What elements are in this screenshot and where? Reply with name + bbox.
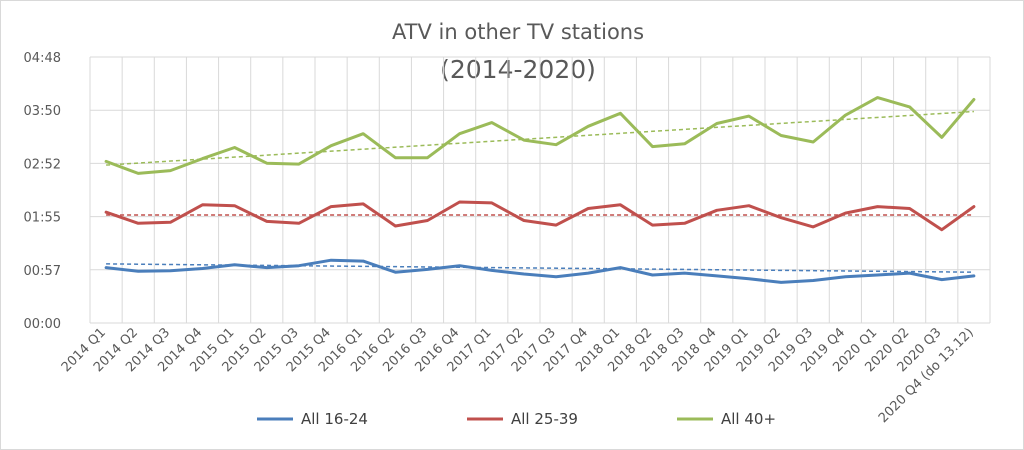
y-axis: 00:00 00:57 01:55 02:52 03:50 04:48 xyxy=(24,51,61,332)
trend-line xyxy=(106,110,974,166)
legend: All 16-24 All 25-39 All 40+ xyxy=(257,410,776,428)
series-layer xyxy=(104,96,976,284)
series-line xyxy=(104,258,976,284)
trend-layer xyxy=(106,110,974,273)
y-tick-label: 00:57 xyxy=(24,264,61,279)
legend-label: All 25-39 xyxy=(511,410,578,428)
series-line xyxy=(104,200,976,232)
chart-title: ATV in other TV stations xyxy=(392,20,644,44)
series-line xyxy=(104,96,976,175)
y-tick-label: 03:50 xyxy=(24,104,61,119)
y-tick-label: 02:52 xyxy=(24,157,61,172)
chart-subtitle: (2014-2020) xyxy=(440,55,596,84)
y-tick-label: 04:48 xyxy=(24,51,61,66)
y-tick-label: 01:55 xyxy=(24,211,61,226)
grid-layer xyxy=(89,56,991,324)
trend-line xyxy=(106,263,974,273)
y-tick-label: 00:00 xyxy=(24,317,61,332)
legend-label: All 40+ xyxy=(721,410,776,428)
legend-label: All 16-24 xyxy=(301,410,368,428)
